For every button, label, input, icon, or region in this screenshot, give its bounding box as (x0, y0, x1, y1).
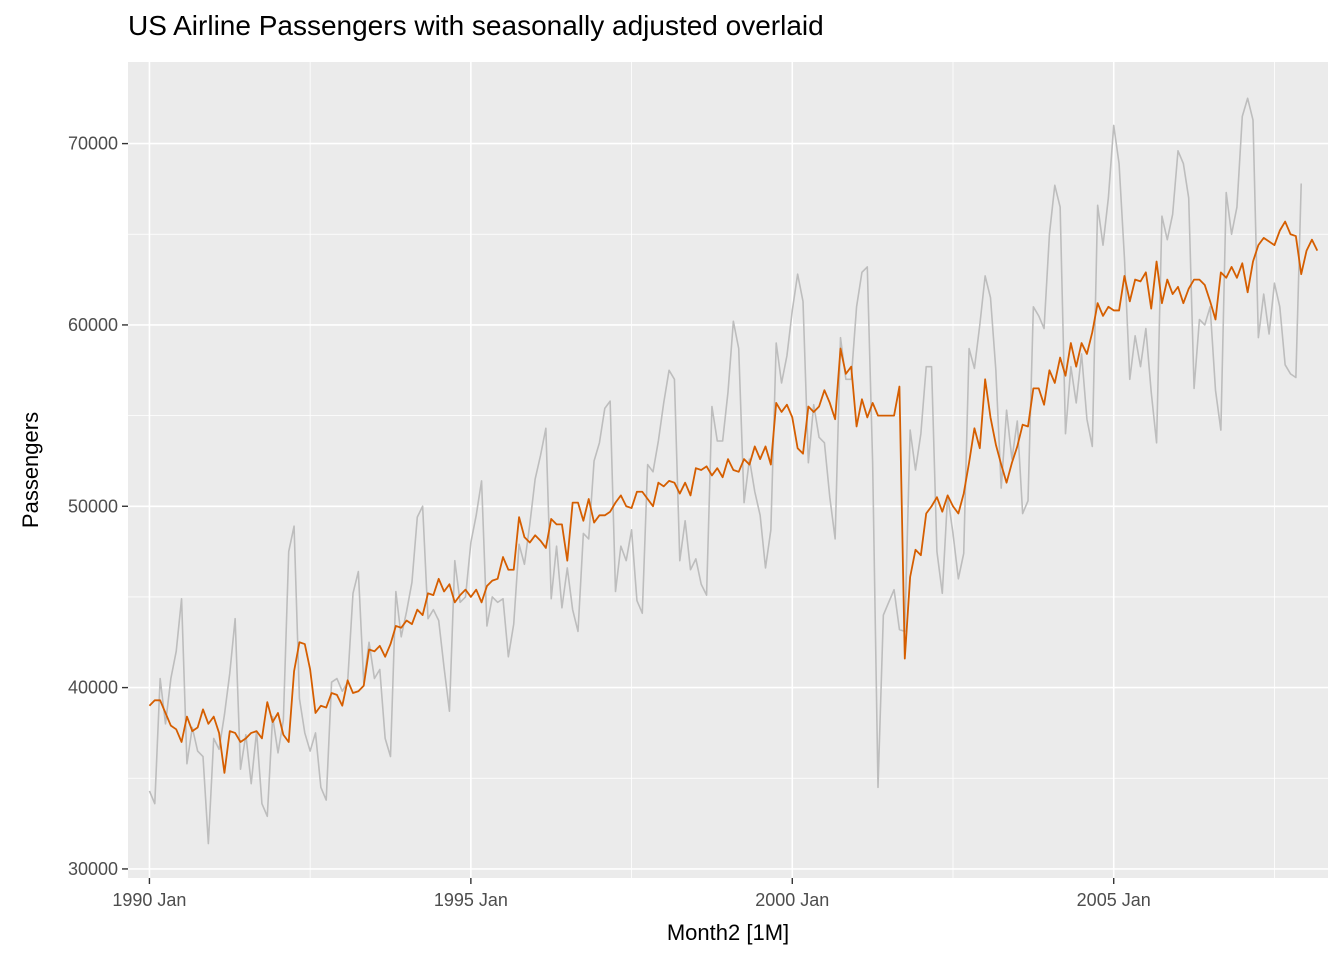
x-axis: 1990 Jan 1995 Jan 2000 Jan 2005 Jan (112, 878, 1151, 910)
series-layer (148, 97, 1319, 845)
major-grid (128, 62, 1328, 878)
series-line-seasonally-adjusted (148, 220, 1319, 774)
series-line-passengers (148, 97, 1303, 845)
plot-panel (128, 62, 1328, 878)
y-axis-title: Passengers (18, 412, 43, 528)
x-tick-label: 2005 Jan (1077, 890, 1151, 910)
x-tick-label: 1995 Jan (434, 890, 508, 910)
y-tick-label: 50000 (68, 496, 118, 516)
x-tick-label: 1990 Jan (112, 890, 186, 910)
y-tick-label: 60000 (68, 315, 118, 335)
x-tick-label: 2000 Jan (755, 890, 829, 910)
x-axis-title: Month2 [1M] (667, 920, 789, 945)
chart-title: US Airline Passengers with seasonally ad… (128, 10, 824, 41)
y-axis: 30000 40000 50000 60000 70000 (68, 134, 128, 879)
y-tick-label: 30000 (68, 859, 118, 879)
y-tick-label: 70000 (68, 134, 118, 154)
y-tick-label: 40000 (68, 678, 118, 698)
